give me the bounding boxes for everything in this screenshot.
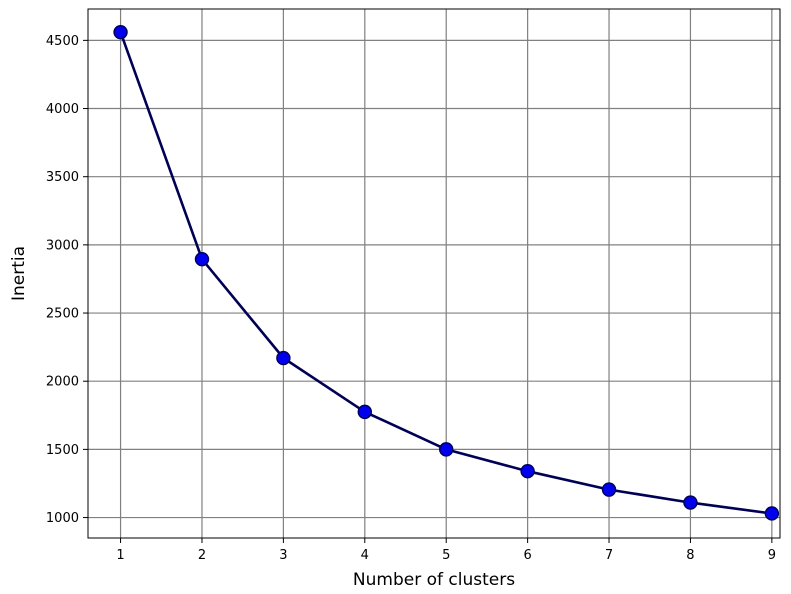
x-tick-label: 3	[279, 548, 287, 563]
y-tick-label: 1000	[46, 511, 79, 526]
grid-lines	[88, 9, 780, 538]
plot-frame	[87, 8, 781, 539]
y-tick-label: 4500	[46, 34, 79, 49]
x-tick-label: 7	[605, 548, 613, 563]
y-tick-label: 4000	[46, 102, 79, 117]
y-tick-label: 3500	[46, 170, 79, 185]
data-point	[357, 404, 372, 420]
y-tick-label: 3000	[46, 238, 79, 253]
y-tick-label: 1500	[46, 443, 79, 458]
x-tick-label: 1	[116, 548, 124, 563]
y-tick-label: 2500	[46, 307, 79, 322]
x-tick-label: 8	[686, 548, 694, 563]
x-tick-label: 2	[198, 548, 206, 563]
axis-ticks: 1 2 3 4 5 6 7 8 9 1000 1500 2000 2500 3000 3500 4000 450…	[46, 34, 776, 563]
data-point	[276, 350, 291, 366]
x-tick-label: 5	[442, 548, 450, 563]
data-point	[439, 442, 454, 457]
y-tick-label: 2000	[46, 375, 79, 390]
x-tick-label: 4	[361, 548, 369, 563]
x-axis-label: Number of clusters	[353, 570, 515, 590]
data-point	[194, 251, 210, 267]
x-tick-label: 9	[768, 548, 776, 563]
x-tick-label: 6	[523, 548, 531, 563]
data-point	[764, 506, 780, 521]
series-points	[113, 24, 780, 521]
data-point	[520, 463, 535, 479]
data-point	[601, 482, 617, 497]
data-point	[683, 495, 698, 510]
data-point	[113, 24, 128, 40]
y-axis-label: Inertia	[9, 246, 29, 301]
